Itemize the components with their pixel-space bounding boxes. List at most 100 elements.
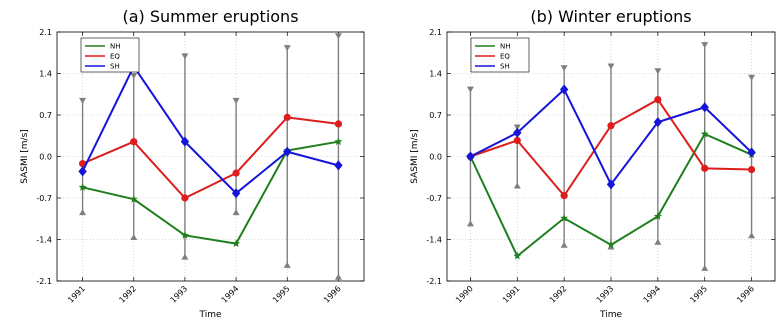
y-tick-label: 0.0 (39, 153, 52, 162)
point-sh (334, 160, 343, 171)
series-line-sh (81, 64, 339, 195)
point-sh (231, 188, 241, 199)
point-sh (283, 146, 292, 157)
x-tick-label: 1996 (322, 284, 343, 305)
point-eq (607, 122, 615, 130)
error-cap-top (79, 97, 87, 104)
point-nh (334, 137, 343, 146)
error-cap-bottom (748, 232, 756, 239)
error-cap-top (232, 97, 240, 104)
y-tick-label: 0.7 (39, 111, 52, 120)
point-eq (747, 165, 756, 174)
point-sh (606, 179, 616, 190)
y-tick-label: 1.4 (39, 70, 52, 79)
y-tick-label: -0.7 (36, 194, 52, 203)
point-sh (559, 84, 569, 95)
x-tick-label: 1992 (548, 284, 569, 305)
error-cap-top (748, 74, 756, 81)
point-eq (232, 169, 240, 177)
y-tick-label: 2.1 (39, 28, 52, 37)
point-sh (747, 147, 756, 158)
legend-label-sh: SH (110, 63, 120, 71)
series-line-nh (82, 140, 339, 245)
x-tick-label: 1991 (501, 284, 522, 305)
x-tick-label: 1994 (642, 284, 663, 305)
x-tick-label: 1992 (117, 284, 138, 305)
point-nh (653, 212, 662, 220)
point-eq (513, 136, 521, 145)
error-cap-bottom (654, 238, 662, 245)
point-sh (180, 136, 190, 147)
y-tick-label: -1.4 (36, 236, 52, 245)
error-cap-top (607, 63, 615, 70)
error-cap-top (513, 124, 521, 131)
error-cap-top (654, 68, 662, 75)
point-sh (78, 166, 87, 177)
series-line-eq (82, 116, 339, 200)
x-tick-label: 1994 (220, 284, 241, 305)
y-tick-label: -2.1 (426, 277, 442, 286)
point-nh (232, 239, 241, 248)
y-tick-label: 0.7 (429, 111, 442, 120)
error-cap-bottom (334, 273, 342, 280)
y-tick-label: -2.1 (36, 277, 52, 286)
legend-label-sh: SH (500, 63, 510, 71)
x-tick-label: 1996 (735, 284, 756, 305)
error-cap-bottom (701, 264, 709, 271)
point-eq (334, 120, 343, 128)
x-axis-label: Time (599, 310, 622, 320)
y-tick-label: -0.7 (426, 194, 442, 203)
x-tick-label: 1995 (271, 284, 292, 305)
y-tick-label: 0.0 (429, 153, 442, 162)
error-cap-top (130, 72, 138, 79)
error-cap-bottom (560, 241, 568, 248)
legend-label-nh: NH (110, 43, 121, 51)
y-axis-label: SASMI [m/s] (20, 129, 30, 184)
point-eq (560, 192, 568, 200)
x-tick-label: 1995 (688, 284, 709, 305)
point-sh (466, 151, 475, 162)
panel-summer: (a) Summer eruptions -2.1 -1.4 -0.7 0.0 0.7 1.… (20, 7, 365, 320)
x-tick-label: 1991 (66, 284, 87, 305)
error-cap-top (466, 86, 474, 93)
chart-title: (b) Winter eruptions (530, 7, 691, 26)
point-eq (654, 95, 662, 104)
legend-label-nh: NH (500, 43, 511, 51)
panel-winter: (b) Winter eruptions -2.1 -1.4 -0.7 0.0 0.7 1.… (410, 7, 776, 320)
plot-frame (56, 31, 365, 282)
point-eq (130, 138, 138, 146)
point-sh (700, 102, 709, 113)
y-tick-label: -1.4 (426, 236, 442, 245)
y-tick-label: 1.4 (429, 70, 442, 79)
point-nh (513, 251, 522, 260)
point-sh (513, 127, 522, 138)
point-nh (700, 129, 709, 138)
x-tick-label: 1993 (595, 284, 616, 305)
point-nh (560, 213, 569, 222)
point-eq (701, 164, 709, 172)
point-sh (653, 117, 663, 128)
point-eq (283, 113, 291, 121)
plot-frame (446, 31, 776, 282)
point-nh (129, 194, 138, 203)
point-nh (78, 183, 87, 191)
error-cap-bottom (130, 234, 138, 241)
error-cap-bottom (232, 209, 240, 216)
point-eq (181, 194, 189, 202)
chart-title: (a) Summer eruptions (122, 7, 298, 26)
y-tick-label: 2.1 (429, 28, 442, 37)
x-axis-label: Time (198, 310, 221, 320)
error-cap-bottom (79, 209, 87, 216)
error-cap-top (283, 45, 291, 52)
error-cap-top (334, 33, 342, 40)
error-cap-top (560, 65, 568, 72)
error-cap-bottom (466, 220, 474, 227)
x-tick-label: 1990 (454, 284, 475, 305)
x-tick-label: 1993 (169, 284, 190, 305)
point-nh (180, 231, 189, 239)
y-axis-label: SASMI [m/s] (410, 129, 420, 184)
error-cap-top (701, 42, 709, 49)
error-cap-bottom (513, 182, 521, 189)
error-cap-top (181, 53, 189, 60)
